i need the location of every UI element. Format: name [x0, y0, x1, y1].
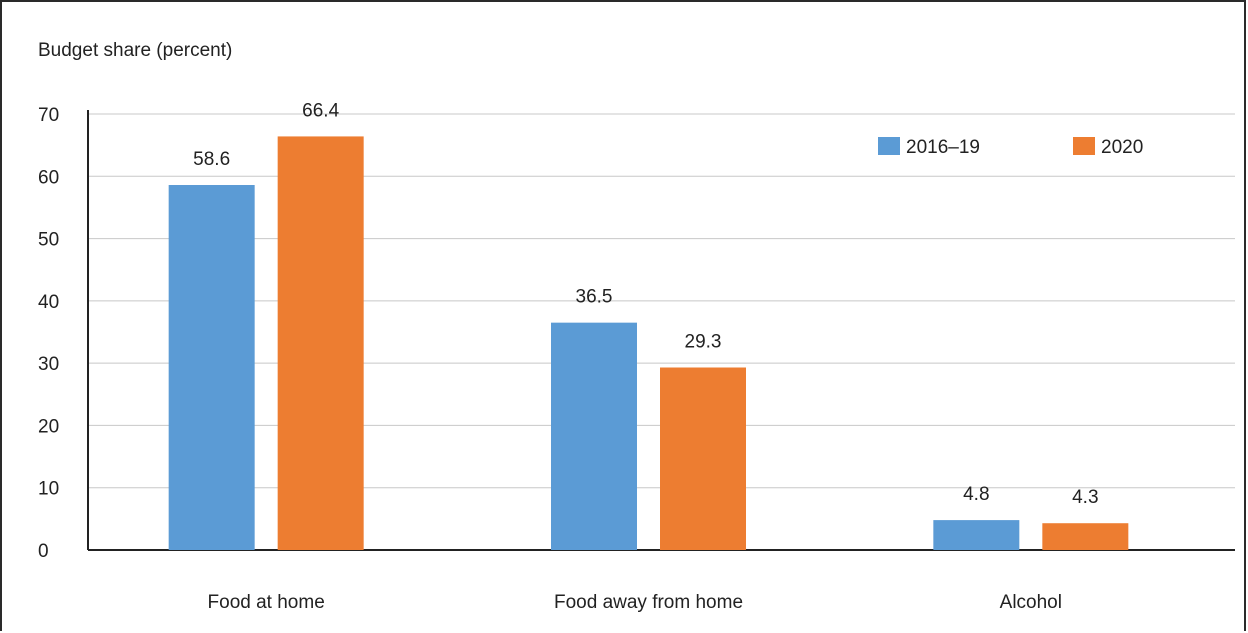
y-tick-label: 30: [38, 354, 59, 375]
data-label: 66.4: [302, 100, 339, 121]
x-tick-label: Food at home: [208, 592, 325, 613]
legend-swatch: [878, 137, 900, 155]
y-axis-label: Budget share (percent): [38, 40, 233, 61]
data-label: 4.3: [1072, 487, 1098, 508]
data-label: 29.3: [685, 332, 722, 353]
y-tick-label: 20: [38, 416, 59, 437]
legend-label: 2016–19: [906, 137, 980, 158]
bar: [168, 185, 255, 550]
legend-label: 2020: [1101, 137, 1143, 158]
x-tick-label: Food away from home: [554, 592, 743, 613]
data-label: 4.8: [963, 484, 989, 505]
bar: [277, 136, 364, 550]
data-label: 58.6: [193, 149, 230, 170]
y-tick-label: 70: [38, 105, 59, 126]
y-tick-label: 10: [38, 479, 59, 500]
bar: [551, 322, 637, 550]
bar: [660, 367, 746, 550]
y-tick-label: 0: [38, 541, 49, 562]
bar: [1042, 523, 1129, 550]
bar: [933, 520, 1020, 550]
legend-swatch: [1073, 137, 1095, 155]
y-tick-label: 60: [38, 167, 59, 188]
x-tick-label: Alcohol: [1000, 592, 1062, 613]
y-tick-label: 50: [38, 230, 59, 251]
y-tick-label: 40: [38, 292, 59, 313]
data-label: 36.5: [576, 287, 613, 308]
